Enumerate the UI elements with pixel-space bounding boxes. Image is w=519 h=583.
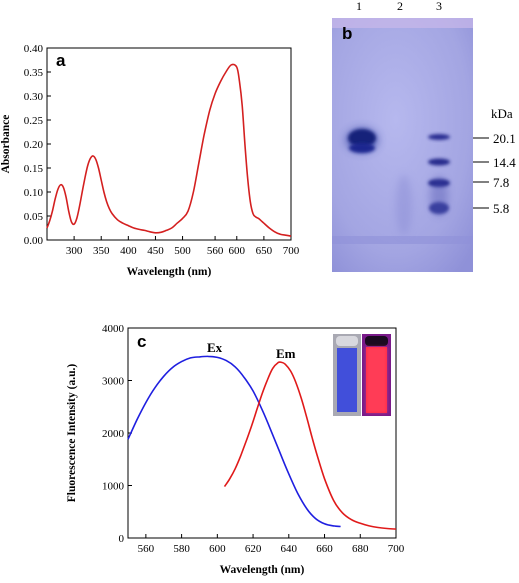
absorbance-chart: 0.00 0.05 0.10 0.15 0.20 0.25 0.30 0.35 0.40 300… [0, 43, 300, 278]
y-tick-label: 0.20 [24, 139, 44, 151]
chart-a-panel-label: a [56, 51, 66, 70]
y-tick-label: 0.10 [24, 187, 44, 199]
chart-a-x-ticks: 300 350 400 450 500 560 600 650 700 [66, 236, 300, 257]
x-tick-label: 640 [281, 543, 298, 555]
x-tick-label: 560 [207, 245, 224, 257]
y-tick-label: 0.25 [24, 115, 44, 127]
gel-marker-label-5.8: 5.8 [493, 201, 509, 216]
chart-a-ylabel: Absorbance [0, 115, 12, 174]
gel-marker-label-7.8: 7.8 [493, 175, 509, 190]
gel-lane-number-1: 1 [356, 0, 362, 13]
fluorescence-chart: 0 1000 2000 3000 4000 560 580 600 620 640 660 680 7… [66, 323, 405, 576]
gel-unit-label: kDa [491, 106, 513, 121]
y-tick-label: 0.35 [24, 67, 44, 79]
y-tick-label: 0.05 [24, 211, 44, 223]
x-tick-label: 500 [174, 245, 191, 257]
x-tick-label: 600 [229, 245, 246, 257]
x-tick-label: 580 [173, 543, 190, 555]
gel-marker-label-20.1: 20.1 [493, 131, 516, 146]
chart-c-y-ticks: 0 1000 2000 3000 4000 [102, 323, 132, 545]
x-tick-label: 700 [283, 245, 300, 257]
y-tick-label: 0.15 [24, 163, 44, 175]
x-tick-label: 300 [66, 245, 83, 257]
gel-marker-label-14.4: 14.4 [493, 155, 516, 170]
em-series-line [223, 361, 397, 530]
gel-panel-label: b [342, 24, 352, 43]
chart-c-x-ticks: 560 580 600 620 640 660 680 700 [138, 534, 405, 555]
gel-band-lane1 [348, 129, 376, 147]
gel-lane-number-2: 2 [397, 0, 403, 13]
y-tick-label: 2000 [102, 428, 125, 440]
y-tick-label: 0.30 [24, 91, 44, 103]
gel-smear-lane2 [396, 175, 412, 235]
cuvette-right-cap [365, 336, 388, 346]
gel-marker-band-14.4 [428, 158, 450, 166]
x-tick-label: 350 [93, 245, 110, 257]
x-tick-label: 400 [120, 245, 137, 257]
chart-a-y-ticks: 0.00 0.05 0.10 0.15 0.20 0.25 0.30 0.35 0.40 [24, 43, 51, 247]
chart-c-panel-label: c [137, 332, 146, 351]
y-tick-label: 4000 [102, 323, 125, 335]
cuvette-photo-inset [333, 334, 391, 416]
chart-c-series [127, 355, 397, 530]
gel-bottom-smear [332, 236, 473, 244]
cuvette-right-glow [366, 347, 387, 413]
gel-lane-number-3: 3 [436, 0, 442, 13]
cuvette-left-liquid [337, 348, 357, 412]
ex-series-line [127, 355, 341, 528]
gel-band-lane1-lower [349, 143, 375, 153]
x-tick-label: 700 [388, 543, 405, 555]
gel-marker-band-20.1 [428, 134, 450, 140]
chart-c-xlabel: Wavelength (nm) [220, 564, 305, 576]
x-tick-label: 660 [316, 543, 333, 555]
gel-marker-smear [430, 176, 448, 216]
x-tick-label: 650 [256, 245, 273, 257]
y-tick-label: 1000 [102, 481, 125, 493]
chart-a-series [46, 63, 292, 237]
x-tick-label: 680 [352, 543, 369, 555]
y-tick-label: 0.00 [24, 235, 44, 247]
y-tick-label: 0 [119, 533, 125, 545]
gel-well-edge [332, 18, 473, 28]
chart-a-frame [46, 47, 292, 241]
x-tick-label: 600 [209, 543, 226, 555]
y-tick-label: 3000 [102, 376, 125, 388]
x-tick-label: 620 [245, 543, 262, 555]
y-tick-label: 0.40 [24, 43, 44, 55]
x-tick-label: 450 [147, 245, 164, 257]
chart-c-annotation-em: Em [276, 346, 296, 361]
cuvette-left-cap [336, 336, 358, 346]
gel-panel: b 1 2 3 kDa 20.1 14.4 7.8 5.8 [332, 0, 516, 272]
chart-c-ylabel: Fluorescence Intensity (a.u.) [66, 364, 78, 503]
x-tick-label: 560 [138, 543, 155, 555]
absorbance-series-line [46, 63, 292, 237]
chart-c-annotation-ex: Ex [207, 340, 223, 355]
chart-a-xlabel: Wavelength (nm) [127, 266, 212, 278]
